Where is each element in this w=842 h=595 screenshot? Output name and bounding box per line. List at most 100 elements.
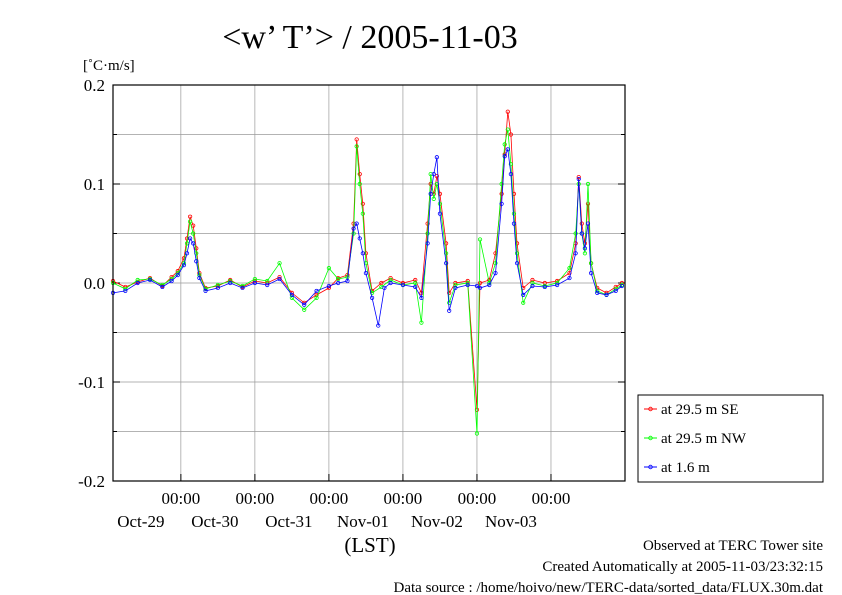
legend-entry: at 29.5 m SE	[661, 402, 739, 418]
data-point	[360, 211, 365, 216]
data-point	[434, 155, 439, 160]
data-point	[388, 280, 393, 286]
data-point	[181, 263, 187, 268]
data-point	[413, 277, 418, 283]
series-line	[112, 147, 623, 326]
data-point	[428, 191, 433, 196]
x-tick-time: 00:00	[310, 489, 349, 508]
data-point	[619, 280, 625, 286]
data-point	[437, 201, 443, 206]
data-point	[191, 241, 196, 246]
data-point	[542, 280, 547, 286]
data-point	[530, 283, 535, 289]
legend-entry: at 1.6 m	[661, 460, 710, 476]
data-point	[265, 278, 270, 284]
data-point	[302, 302, 307, 307]
legend-marker	[648, 435, 653, 441]
legend-marker	[648, 464, 653, 470]
data-point	[314, 288, 319, 294]
data-point	[499, 201, 504, 206]
series-line	[112, 129, 623, 434]
y-tick-label: -0.2	[78, 472, 105, 491]
data-point	[326, 283, 332, 289]
data-point	[240, 285, 245, 291]
data-point	[400, 282, 406, 288]
data-point	[354, 137, 359, 142]
data-point	[444, 251, 449, 256]
data-point	[169, 278, 174, 284]
data-point	[447, 290, 452, 295]
data-point	[573, 251, 578, 256]
data-point	[357, 236, 362, 241]
plot-area: 0.2 0.1 0.0 -0.1 -0.2 00:00 Oct-29 00:00 Oct-30 0…	[78, 76, 626, 531]
data-point	[388, 277, 393, 283]
x-tick-time: 00:00	[458, 489, 497, 508]
data-point	[360, 201, 365, 206]
data-point	[505, 127, 510, 132]
data-point	[453, 285, 458, 291]
data-point	[530, 280, 535, 286]
data-point	[502, 154, 507, 159]
data-point	[191, 231, 196, 236]
series-line	[112, 111, 623, 410]
data-point	[499, 191, 504, 196]
data-point	[582, 251, 588, 256]
data-point	[619, 283, 625, 289]
data-point	[252, 280, 257, 286]
x-tick-date: Nov-01	[337, 512, 389, 531]
data-point	[135, 280, 140, 286]
data-point	[413, 284, 418, 290]
footer-created: Created Automatically at 2005-11-03/23:3…	[542, 559, 823, 575]
data-point	[521, 300, 526, 305]
data-point	[434, 173, 439, 179]
data-point	[447, 308, 452, 313]
data-point	[595, 290, 600, 295]
data-point	[265, 282, 270, 288]
data-point	[326, 266, 332, 271]
y-tick-label: 0.0	[84, 274, 105, 293]
data-point	[474, 283, 480, 289]
data-point	[215, 285, 220, 291]
data-point	[194, 259, 199, 264]
data-point	[499, 181, 504, 187]
chart-title: <w’ T’> / 2005-11-03	[222, 19, 518, 56]
data-point	[188, 214, 193, 219]
data-point	[369, 295, 375, 300]
data-point	[354, 144, 359, 149]
x-tick-time: 00:00	[161, 489, 200, 508]
data-point	[582, 246, 588, 251]
data-point	[604, 292, 609, 297]
x-tick-time: 00:00	[532, 489, 571, 508]
data-point	[514, 261, 520, 266]
data-point	[505, 109, 510, 114]
data-point	[382, 285, 387, 291]
data-point	[302, 307, 307, 312]
data-point	[360, 251, 365, 256]
legend-entry: at 29.5 m NW	[661, 431, 747, 447]
data-point	[194, 246, 199, 251]
y-tick-label: -0.1	[78, 373, 105, 392]
data-point	[453, 282, 458, 288]
data-point	[588, 270, 594, 276]
data-point	[413, 280, 418, 286]
data-point	[336, 280, 341, 286]
data-point	[425, 231, 430, 236]
data-point	[585, 181, 591, 187]
data-point	[508, 132, 513, 137]
data-point	[514, 251, 520, 256]
data-point	[357, 181, 362, 187]
data-point	[175, 272, 180, 278]
data-point	[123, 288, 128, 294]
x-tick-time: 00:00	[236, 489, 275, 508]
x-tick-time: 00:00	[384, 489, 423, 508]
legend-marker	[648, 406, 653, 412]
data-point	[188, 219, 193, 224]
data-point	[530, 277, 535, 283]
data-point	[363, 270, 369, 276]
data-point	[357, 172, 362, 177]
data-point	[252, 276, 257, 282]
data-point	[184, 251, 190, 256]
data-point	[477, 280, 483, 286]
data-point	[203, 288, 208, 294]
